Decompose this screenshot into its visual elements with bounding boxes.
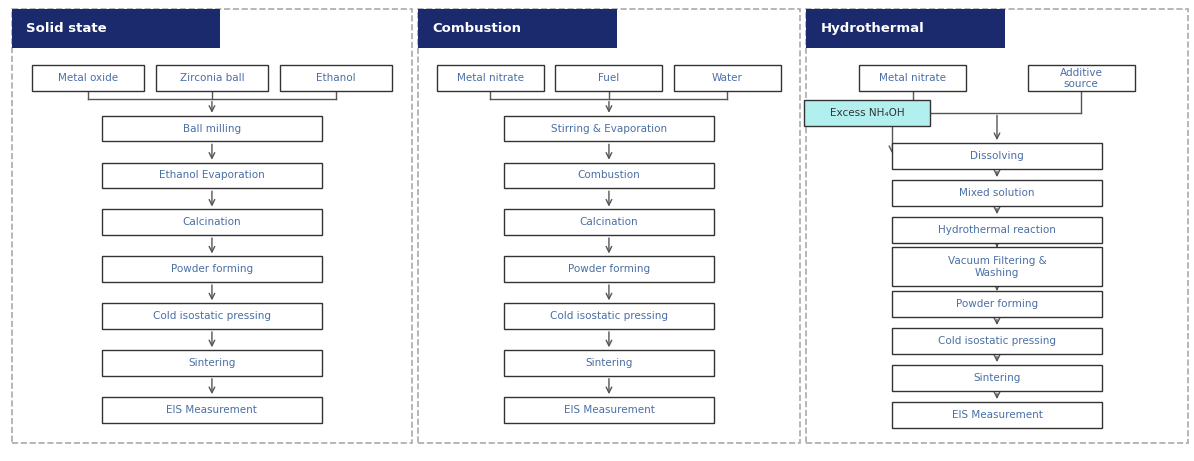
Text: Sintering: Sintering <box>189 358 235 368</box>
Text: Powder forming: Powder forming <box>171 264 253 274</box>
FancyBboxPatch shape <box>892 143 1102 169</box>
FancyBboxPatch shape <box>101 303 322 329</box>
Text: Calcination: Calcination <box>183 217 241 227</box>
Text: Cold isostatic pressing: Cold isostatic pressing <box>153 311 271 321</box>
Text: Hydrothermal reaction: Hydrothermal reaction <box>938 225 1055 235</box>
FancyBboxPatch shape <box>892 180 1102 206</box>
FancyBboxPatch shape <box>101 116 322 142</box>
FancyBboxPatch shape <box>101 397 322 423</box>
FancyBboxPatch shape <box>892 248 1102 286</box>
Text: Cold isostatic pressing: Cold isostatic pressing <box>550 311 667 321</box>
FancyBboxPatch shape <box>673 65 781 91</box>
FancyBboxPatch shape <box>860 65 966 91</box>
FancyBboxPatch shape <box>504 163 714 189</box>
FancyBboxPatch shape <box>806 9 1188 443</box>
Text: Mixed solution: Mixed solution <box>959 188 1035 198</box>
FancyBboxPatch shape <box>892 217 1102 243</box>
FancyBboxPatch shape <box>892 365 1102 391</box>
Text: Ethanol: Ethanol <box>316 73 356 83</box>
Text: Powder forming: Powder forming <box>956 299 1038 309</box>
FancyBboxPatch shape <box>437 65 544 91</box>
Text: Fuel: Fuel <box>598 73 620 83</box>
Text: Additive
source: Additive source <box>1059 68 1102 89</box>
FancyBboxPatch shape <box>418 9 616 48</box>
Text: Combustion: Combustion <box>578 171 640 180</box>
FancyBboxPatch shape <box>156 65 267 91</box>
Text: Solid state: Solid state <box>26 22 107 35</box>
Text: Metal nitrate: Metal nitrate <box>457 73 524 83</box>
FancyBboxPatch shape <box>806 9 1004 48</box>
FancyBboxPatch shape <box>892 328 1102 354</box>
Text: Sintering: Sintering <box>585 358 633 368</box>
FancyBboxPatch shape <box>504 397 714 423</box>
FancyBboxPatch shape <box>12 9 412 443</box>
Text: Excess NH₄OH: Excess NH₄OH <box>830 108 904 118</box>
Text: Dissolving: Dissolving <box>970 151 1024 161</box>
Text: Sintering: Sintering <box>973 373 1021 383</box>
FancyBboxPatch shape <box>279 65 392 91</box>
Text: Metal nitrate: Metal nitrate <box>880 73 947 83</box>
Text: Metal oxide: Metal oxide <box>57 73 118 83</box>
FancyBboxPatch shape <box>504 350 714 376</box>
Text: Ball milling: Ball milling <box>183 124 241 134</box>
Text: Combustion: Combustion <box>432 22 522 35</box>
FancyBboxPatch shape <box>804 100 930 126</box>
Text: Hydrothermal: Hydrothermal <box>820 22 924 35</box>
FancyBboxPatch shape <box>555 65 663 91</box>
Text: Vacuum Filtering &
Washing: Vacuum Filtering & Washing <box>948 256 1046 278</box>
FancyBboxPatch shape <box>504 116 714 142</box>
Text: Stirring & Evaporation: Stirring & Evaporation <box>550 124 667 134</box>
FancyBboxPatch shape <box>101 256 322 282</box>
FancyBboxPatch shape <box>101 163 322 189</box>
FancyBboxPatch shape <box>504 256 714 282</box>
Text: Cold isostatic pressing: Cold isostatic pressing <box>938 336 1055 346</box>
FancyBboxPatch shape <box>892 402 1102 428</box>
FancyBboxPatch shape <box>101 350 322 376</box>
FancyBboxPatch shape <box>12 9 220 48</box>
FancyBboxPatch shape <box>504 209 714 235</box>
Text: Ethanol Evaporation: Ethanol Evaporation <box>159 171 265 180</box>
Text: Zirconia ball: Zirconia ball <box>179 73 245 83</box>
Text: Water: Water <box>712 73 743 83</box>
FancyBboxPatch shape <box>1028 65 1134 91</box>
Text: Calcination: Calcination <box>579 217 639 227</box>
Text: EIS Measurement: EIS Measurement <box>166 405 258 415</box>
FancyBboxPatch shape <box>418 9 800 443</box>
Text: Powder forming: Powder forming <box>568 264 650 274</box>
Text: EIS Measurement: EIS Measurement <box>564 405 654 415</box>
FancyBboxPatch shape <box>32 65 144 91</box>
FancyBboxPatch shape <box>892 291 1102 317</box>
Text: EIS Measurement: EIS Measurement <box>952 410 1042 420</box>
FancyBboxPatch shape <box>101 209 322 235</box>
FancyBboxPatch shape <box>504 303 714 329</box>
